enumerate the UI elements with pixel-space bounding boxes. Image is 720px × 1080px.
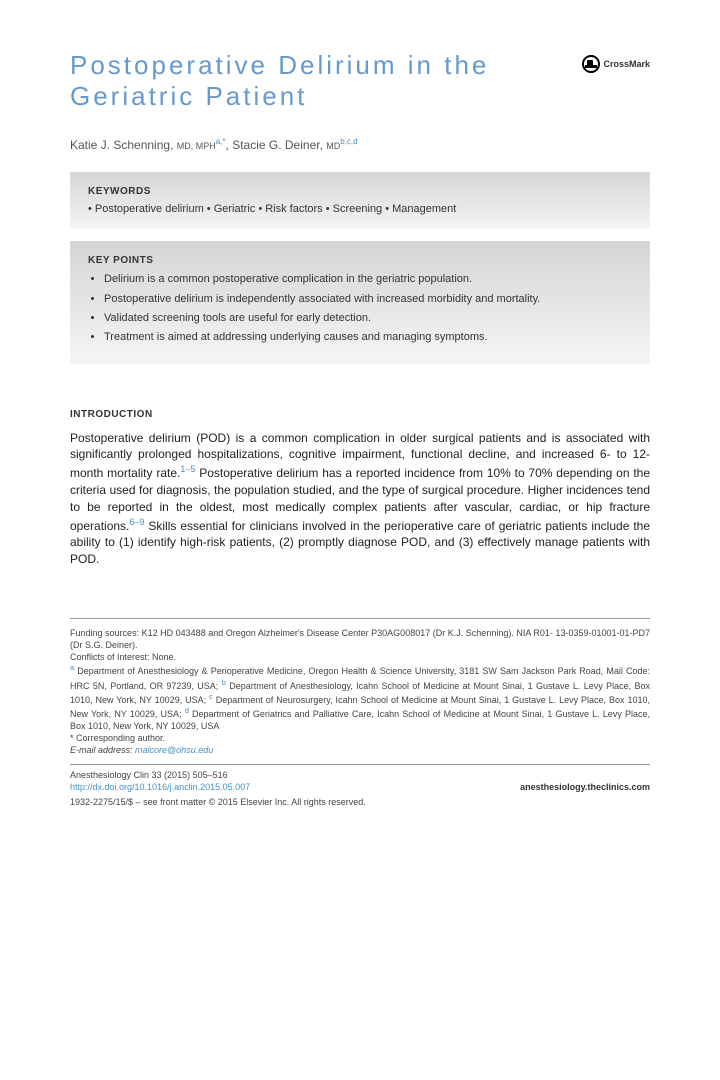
- author-2-name: Stacie G. Deiner,: [232, 138, 326, 152]
- keywords-heading: KEYWORDS: [88, 186, 632, 197]
- email-link[interactable]: malcore@ohsu.edu: [135, 745, 213, 755]
- coi-line: Conflicts of Interest: None.: [70, 651, 650, 663]
- keypoints-heading: KEY POINTS: [88, 255, 632, 266]
- journal-site[interactable]: anesthesiology.theclinics.com: [520, 781, 650, 793]
- keypoint-item: Delirium is a common postoperative compl…: [104, 272, 632, 286]
- keywords-box: KEYWORDS • Postoperative delirium • Geri…: [70, 172, 650, 229]
- keywords-line: • Postoperative delirium • Geriatric • R…: [88, 203, 632, 215]
- journal-citation: Anesthesiology Clin 33 (2015) 505–516: [70, 769, 250, 781]
- email-line: E-mail address: malcore@ohsu.edu: [70, 744, 650, 756]
- funding-line: Funding sources: K12 HD 043488 and Orego…: [70, 627, 650, 651]
- journal-row: Anesthesiology Clin 33 (2015) 505–516 ht…: [70, 764, 650, 793]
- corresponding-line: * Corresponding author.: [70, 732, 650, 744]
- author-1-degree: MD, MPH: [177, 141, 216, 151]
- keypoint-item: Validated screening tools are useful for…: [104, 311, 632, 325]
- authors-line: Katie J. Schenning, MD, MPHa,*, Stacie G…: [70, 137, 650, 152]
- citation-link[interactable]: 1–5: [180, 464, 195, 474]
- crossmark-badge[interactable]: CrossMark: [582, 55, 650, 73]
- journal-left: Anesthesiology Clin 33 (2015) 505–516 ht…: [70, 769, 250, 793]
- footer-block: Funding sources: K12 HD 043488 and Orego…: [70, 618, 650, 808]
- author-2-degree: MD: [326, 141, 340, 151]
- doi-link[interactable]: http://dx.doi.org/10.1016/j.anclin.2015.…: [70, 782, 250, 792]
- author-2-aff[interactable]: b,c,d: [340, 137, 357, 146]
- affiliations: a Department of Anesthesiology & Periope…: [70, 663, 650, 732]
- keypoint-item: Postoperative delirium is independently …: [104, 292, 632, 306]
- header-row: Postoperative Delirium in the Geriatric …: [70, 50, 650, 112]
- crossmark-label: CrossMark: [603, 59, 650, 69]
- keypoints-list: Delirium is a common postoperative compl…: [88, 272, 632, 344]
- keypoint-item: Treatment is aimed at addressing underly…: [104, 330, 632, 344]
- article-title: Postoperative Delirium in the Geriatric …: [70, 50, 582, 112]
- copyright-line: 1932-2275/15/$ – see front matter © 2015…: [70, 796, 650, 808]
- keypoints-box: KEY POINTS Delirium is a common postoper…: [70, 241, 650, 363]
- crossmark-icon: [582, 55, 600, 73]
- intro-paragraph: Postoperative delirium (POD) is a common…: [70, 430, 650, 568]
- email-label: E-mail address:: [70, 745, 135, 755]
- citation-link[interactable]: 6–9: [129, 517, 144, 527]
- author-1-name: Katie J. Schenning,: [70, 138, 177, 152]
- intro-heading: INTRODUCTION: [70, 409, 650, 420]
- intro-text-3: Skills essential for clinicians involved…: [70, 519, 650, 567]
